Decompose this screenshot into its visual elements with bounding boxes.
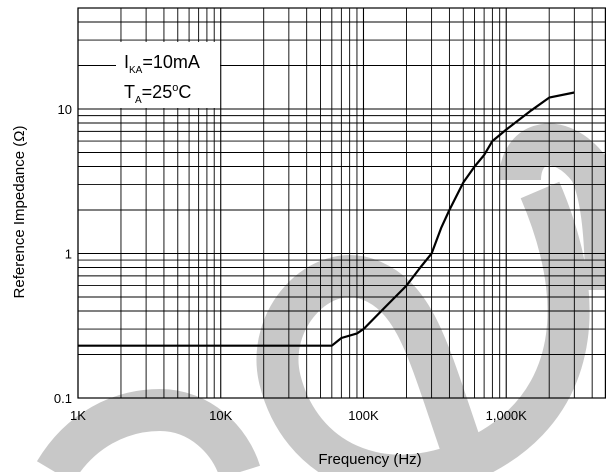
annotation-background [116, 42, 220, 108]
y-tick-label: 0.1 [54, 391, 72, 406]
y-tick-labels: 0.1 1 10 [54, 102, 72, 406]
conditions-annotation: IKA=10mA TA=25oC [116, 42, 220, 108]
x-tick-labels: 1K 10K 100K 1,000K [70, 408, 527, 423]
annotation-current-symbol: I [124, 52, 129, 72]
y-tick-label: 10 [58, 102, 72, 117]
y-tick-label: 1 [65, 247, 72, 262]
watermark-arc-left [36, 388, 261, 472]
annotation-current-value: =10mA [142, 52, 200, 72]
series-lines [78, 91, 575, 347]
annotation-temp-degree: o [172, 82, 178, 94]
y-axis-label: Reference Impedance (Ω) [11, 126, 28, 299]
x-tick-label: 10K [209, 408, 232, 423]
plot-frame [77, 7, 606, 399]
annotation-current: IKA=10mA [124, 52, 200, 76]
x-tick-label: 1,000K [486, 408, 528, 423]
annotation-temp-symbol: T [124, 82, 135, 102]
x-tick-label: 100K [348, 408, 379, 423]
x-tick-label: 1K [70, 408, 86, 423]
annotation-temp-subscript: A [135, 95, 142, 106]
impedance-series-line [78, 91, 575, 347]
annotation-temperature: TA=25oC [124, 82, 191, 106]
watermark-arc-main [256, 181, 590, 472]
annotation-temp-unit: C [178, 82, 191, 102]
annotation-temp-value: =25 [142, 82, 173, 102]
annotation-current-subscript: KA [129, 65, 143, 76]
x-axis-label: Frequency (Hz) [318, 451, 421, 468]
